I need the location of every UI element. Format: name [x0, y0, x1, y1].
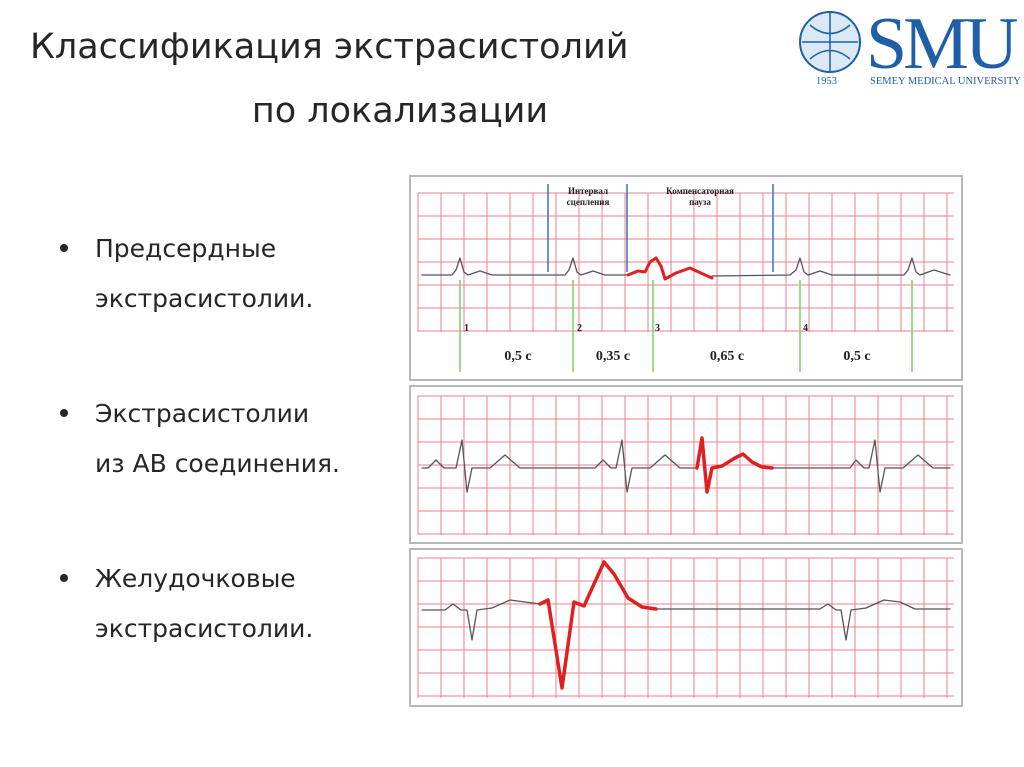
- interval-label: 0,35 с: [596, 349, 630, 364]
- title-line: по локализации: [252, 91, 548, 131]
- logo-subtitle: SEMEY MEDICAL UNIVERSITY: [870, 76, 1021, 87]
- coupling-label: Интервал: [568, 186, 608, 196]
- ecg-trace-ectopic: [626, 256, 714, 281]
- logo-name: SMU: [866, 3, 1017, 85]
- bullet-text: из АВ соединения.: [95, 449, 340, 478]
- marker-line: [547, 184, 774, 272]
- bullet-list: Предсердные экстрасистолии. Экстрасистол…: [60, 234, 340, 643]
- beat-number: 3: [655, 323, 660, 334]
- ecg-trace: [421, 257, 951, 277]
- ecg-annotations: Интервал сцепления Компенсаторная пауза …: [459, 184, 913, 372]
- bullet-text: экстрасистолии.: [95, 284, 313, 313]
- interval-label: 0,65 с: [710, 349, 744, 364]
- pause-label: Компенсаторная: [666, 186, 734, 196]
- bullet-dot: [60, 409, 68, 417]
- bullet-dot: [60, 574, 68, 582]
- title-line: Классификация экстрасистолий: [30, 27, 628, 67]
- ecg-trace-ectopic: [695, 436, 774, 494]
- ecg-trace-ectopic: [538, 560, 658, 690]
- coupling-label: сцепления: [567, 197, 610, 207]
- beat-number: 4: [803, 323, 808, 334]
- ecg-traces: [421, 256, 951, 690]
- bullet-dot: [60, 244, 68, 252]
- beat-line: [459, 280, 913, 372]
- beat-number: 2: [577, 323, 582, 334]
- bullet-text: Желудочковые: [95, 564, 296, 593]
- ecg-trace: [421, 439, 951, 493]
- bullet-text: Предсердные: [95, 234, 276, 263]
- ecg-trace: [421, 599, 951, 641]
- logo-globe-lines: [802, 13, 858, 71]
- ecg-grids: [417, 192, 954, 698]
- bullet-text: экстрасистолии.: [95, 614, 313, 643]
- logo: SMU 1953 SEMEY MEDICAL UNIVERSITY: [799, 3, 1021, 87]
- ecg-panel: [409, 175, 963, 381]
- logo-year: 1953: [816, 76, 837, 87]
- beat-number: 1: [464, 323, 469, 334]
- pause-label: пауза: [689, 197, 711, 207]
- interval-label: 0,5 с: [504, 349, 531, 364]
- interval-label: 0,5 с: [843, 349, 870, 364]
- bullet-text: Экстрасистолии: [95, 399, 309, 428]
